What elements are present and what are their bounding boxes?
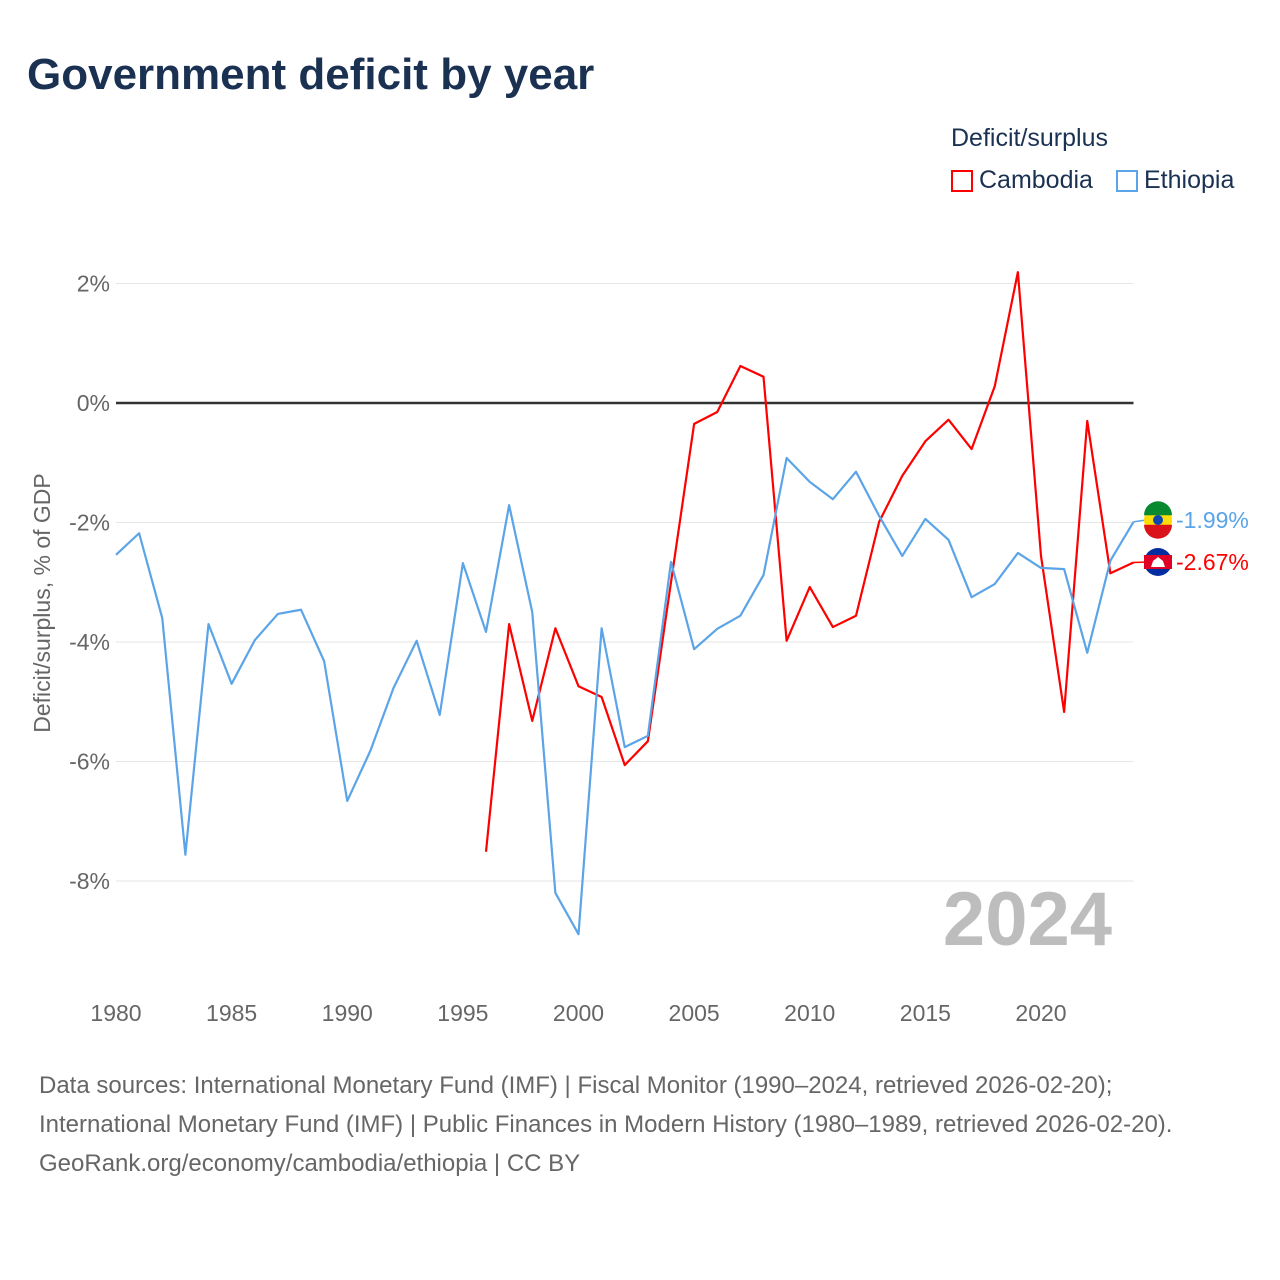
end-value-label-ethiopia: -1.99% (1176, 507, 1249, 533)
ethiopia-flag-icon (1144, 501, 1172, 539)
y-tick-label: -6% (69, 749, 110, 775)
y-tick-label: -8% (69, 868, 110, 894)
y-tick-label: 0% (77, 390, 110, 416)
x-tick-label: 1990 (322, 1000, 373, 1026)
legend-item-ethiopia[interactable]: Ethiopia (1116, 166, 1234, 195)
credit-link[interactable]: GeoRank.org/economy/cambodia/ethiopia | … (39, 1150, 581, 1177)
x-tick-label: 2005 (669, 1000, 720, 1026)
x-tick-label: 2020 (1015, 1000, 1066, 1026)
x-tick-label: 2000 (553, 1000, 604, 1026)
x-tick-label: 2015 (900, 1000, 951, 1026)
x-tick-label: 1995 (437, 1000, 488, 1026)
end-connector (1133, 519, 1147, 523)
y-tick-label: 2% (77, 271, 110, 297)
x-tick-label: 1980 (90, 1000, 141, 1026)
end-value-label-cambodia: -2.67% (1176, 549, 1249, 575)
cambodia-flag-icon (1144, 548, 1172, 576)
data-sources: Data sources: International Monetary Fun… (39, 1072, 1173, 1138)
legend-swatch-ethiopia (1116, 169, 1138, 192)
y-axis-label: Deficit/surplus, % of GDP (29, 473, 55, 732)
legend-title: Deficit/surplus (951, 124, 1108, 152)
y-tick-label: -4% (69, 629, 110, 655)
series-line-ethiopia[interactable] (115, 456, 1135, 936)
series-line-cambodia[interactable] (484, 271, 1134, 852)
legend-label-ethiopia: Ethiopia (1144, 166, 1235, 194)
legend-swatch-cambodia (951, 169, 973, 192)
legend-label-cambodia: Cambodia (979, 166, 1093, 194)
year-watermark: 2024 (943, 877, 1112, 962)
footer: Data sources: International Monetary Fun… (39, 1066, 1239, 1183)
legend-item-cambodia[interactable]: Cambodia (951, 166, 1093, 195)
x-tick-label: 2010 (784, 1000, 835, 1026)
chart-title: Government deficit by year (27, 50, 595, 99)
y-tick-label: -2% (69, 510, 110, 536)
x-tick-label: 1985 (206, 1000, 257, 1026)
end-connector (1133, 561, 1147, 564)
